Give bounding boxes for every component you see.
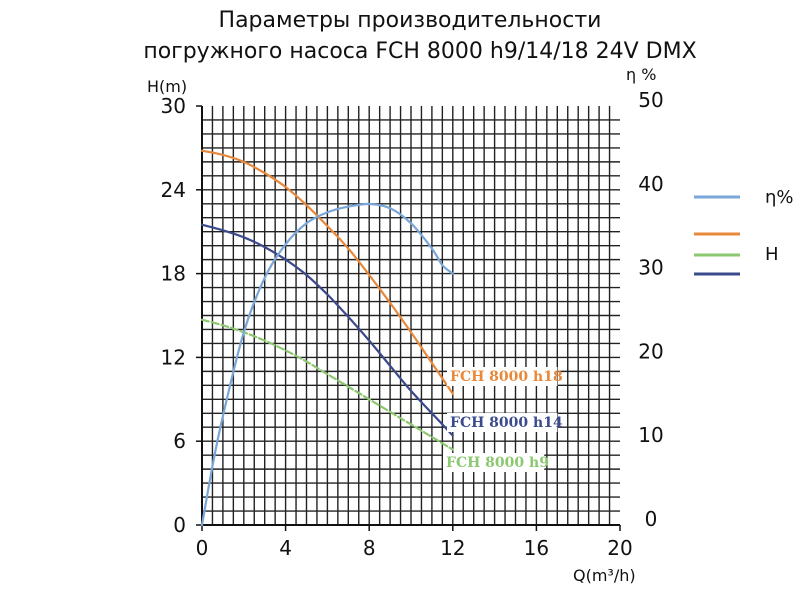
series-line-efficiency <box>200 202 454 527</box>
curve-label: FCH 8000 h14 <box>450 415 563 431</box>
y-left-tick-label: 0 <box>173 513 186 537</box>
series-line-fch-8000-h18 <box>200 149 454 395</box>
x-tick-label: 4 <box>279 536 292 560</box>
x-tick-label: 0 <box>196 536 209 560</box>
curve-label: FCH 8000 h9 <box>446 455 549 471</box>
y-left-tick-label: 12 <box>161 345 186 369</box>
y-right-tick-label: 30 <box>638 256 663 280</box>
y-left-tick-label: 18 <box>161 262 186 286</box>
x-axis-label: Q(m³/h) <box>573 566 636 585</box>
tick-labels: 0 4 8 12 16 20 0 6 12 18 24 30 0 10 20 30 40 50 <box>161 88 664 560</box>
x-tick-label: 8 <box>363 536 376 560</box>
y-right-tick-label: 20 <box>638 339 663 363</box>
curve-label-background <box>447 413 558 432</box>
series-line-fch-8000-h14 <box>200 223 454 437</box>
curve-label: FCH 8000 h18 <box>450 369 563 385</box>
y-right-tick-label: 50 <box>638 88 663 112</box>
curve-labels: FCH 8000 h18 FCH 8000 h14 FCH 8000 h9 <box>443 367 563 472</box>
chart-title-line-2: погружного насоса FCH 8000 h9/14/18 24V … <box>143 39 696 64</box>
x-tick-label: 20 <box>607 536 632 560</box>
y-right-tick-label: 40 <box>638 172 663 196</box>
legend: η% H <box>694 187 794 276</box>
chart-title: Параметры производительности погружного … <box>143 8 696 64</box>
y-left-tick-label: 24 <box>161 178 186 202</box>
curve-label-background <box>443 453 545 472</box>
y-right-tick-label: 0 <box>645 507 658 531</box>
x-tick-label: 12 <box>440 536 465 560</box>
y-left-tick-label: 30 <box>161 94 186 118</box>
x-tick-label: 16 <box>524 536 549 560</box>
plot-grid <box>202 106 620 525</box>
y-right-tick-label: 10 <box>638 423 663 447</box>
plot-axes <box>196 105 621 531</box>
y-left-tick-label: 6 <box>173 429 186 453</box>
chart-title-line-1: Параметры производительности <box>219 8 602 33</box>
legend-label-eta: η% <box>765 187 794 208</box>
y-right-axis-label: η % <box>626 65 656 84</box>
data-series <box>200 149 454 527</box>
curve-label-background <box>447 367 558 386</box>
y-left-axis-label: H(m) <box>147 77 187 96</box>
legend-label-h: H <box>765 244 779 265</box>
